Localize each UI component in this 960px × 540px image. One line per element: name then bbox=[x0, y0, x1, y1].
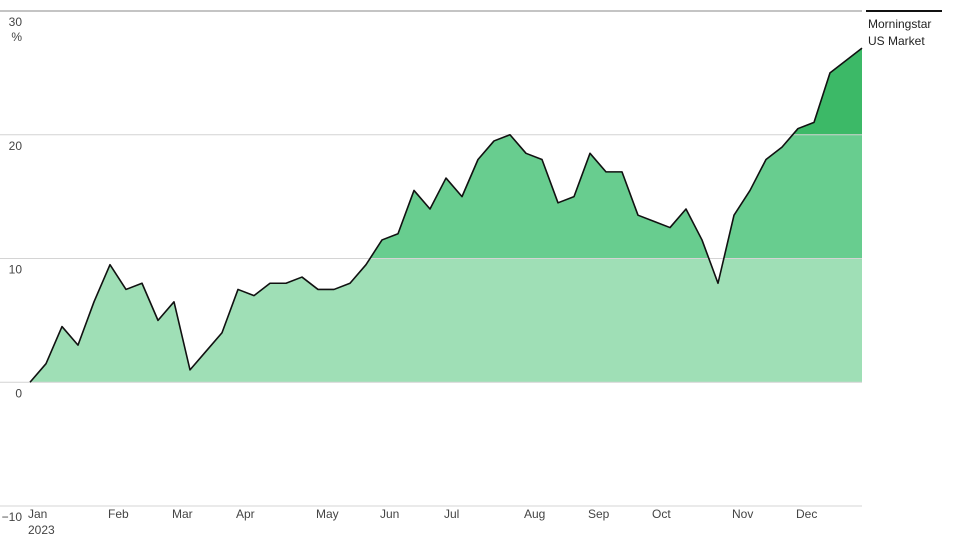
band bbox=[30, 258, 862, 383]
x-tick-label: Jul bbox=[444, 507, 459, 521]
line bbox=[29, 47, 863, 383]
x-tick-label: Jan bbox=[28, 507, 47, 521]
y-tick-label: 20 bbox=[9, 139, 23, 153]
band bbox=[30, 134, 862, 259]
x-tick-label: Oct bbox=[652, 507, 671, 521]
x-tick-label: Dec bbox=[796, 507, 817, 521]
y-tick-label: 10 bbox=[9, 263, 23, 277]
legend-label: Morningstar US Market bbox=[868, 17, 932, 48]
x-tick-label: Nov bbox=[732, 507, 753, 521]
y-tick-label: −10 bbox=[2, 510, 23, 524]
x-tick-label: Sep bbox=[588, 507, 610, 521]
x-tick-label: May bbox=[316, 507, 339, 521]
band bbox=[30, 48, 862, 135]
y-unit: % bbox=[11, 30, 22, 44]
x-sublabel: 2023 bbox=[28, 523, 55, 537]
x-tick-label: Feb bbox=[108, 507, 129, 521]
x-tick-label: Mar bbox=[172, 507, 193, 521]
x-tick-label: Apr bbox=[236, 507, 255, 521]
y-tick-label: 30 bbox=[9, 15, 23, 29]
x-tick-label: Aug bbox=[524, 507, 545, 521]
y-tick-label: 0 bbox=[15, 386, 22, 400]
x-tick-label: Jun bbox=[380, 507, 399, 521]
